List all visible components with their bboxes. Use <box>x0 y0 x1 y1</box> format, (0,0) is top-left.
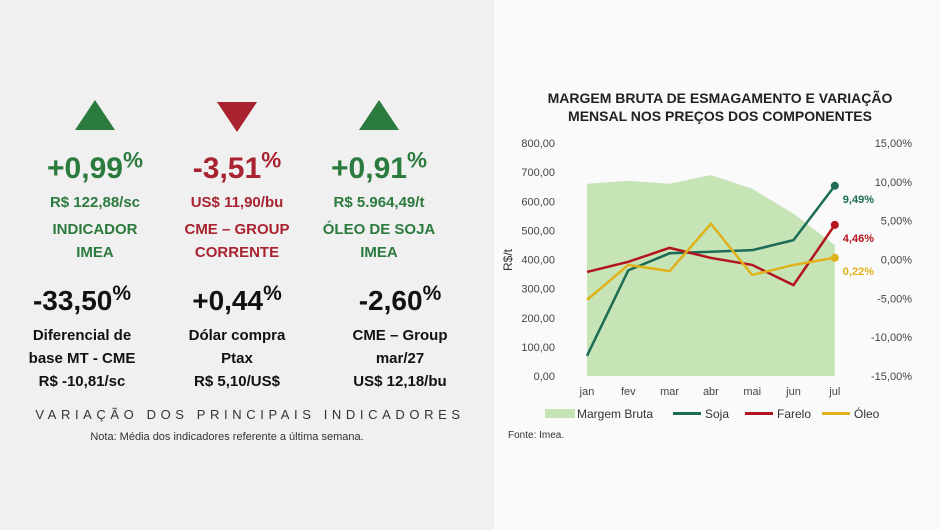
indicator-price: US$ 11,90/bu <box>191 194 284 211</box>
y-tick-label: 800,00 <box>521 138 555 150</box>
trend-arrow <box>217 102 257 132</box>
area <box>587 175 835 376</box>
value: +0,91 <box>331 152 407 185</box>
y2-tick-label: 15,00% <box>875 138 913 150</box>
y-axis-label: R$/t <box>501 248 515 271</box>
trend-arrow <box>75 100 115 130</box>
indicator-value: +0,44% <box>192 282 282 316</box>
indicator-label: mar/27 <box>376 350 424 367</box>
value: -3,51 <box>193 152 261 185</box>
legend-label: Óleo <box>854 406 880 421</box>
unit: % <box>123 148 143 173</box>
x-tick-label: mar <box>660 386 679 398</box>
point <box>830 220 839 229</box>
indicator-label: CME – GROUP <box>184 221 289 238</box>
x-tick-label: jun <box>785 386 801 398</box>
legend-label: Farelo <box>777 407 811 421</box>
indicator-label: R$ 5,10/US$ <box>194 373 281 390</box>
line <box>586 221 836 301</box>
y-tick-label: 400,00 <box>521 255 555 267</box>
y2-tick-label: 0,00% <box>881 255 912 267</box>
indicator-label: ÓLEO DE SOJA <box>323 220 436 238</box>
point <box>830 181 839 190</box>
chart-title: MENSAL NOS PREÇOS DOS COMPONENTES <box>568 108 872 124</box>
value: +0,99 <box>47 152 123 185</box>
y-tick-label: 300,00 <box>521 284 555 296</box>
chart-title: MARGEM BRUTA DE ESMAGAMENTO E VARIAÇÃO <box>548 89 893 106</box>
indicator-label: CME – Group <box>352 327 447 344</box>
x-tick-label: abr <box>703 386 719 398</box>
y2-tick-label: -10,00% <box>871 332 912 344</box>
y-tick-label: 600,00 <box>521 196 555 208</box>
value: +0,44 <box>192 285 263 316</box>
indicator-label: IMEA <box>76 244 114 261</box>
y2-tick-label: -15,00% <box>871 371 912 383</box>
indicator-label: IMEA <box>360 244 398 261</box>
legend-label: Soja <box>705 407 729 421</box>
line <box>586 224 836 287</box>
line <box>585 185 836 357</box>
value: -2,60 <box>359 285 423 316</box>
indicator-label: Dólar compra <box>189 327 286 344</box>
indicator-value: -3,51% <box>193 148 281 186</box>
y2-tick-label: 10,00% <box>875 177 913 189</box>
indicator-value: +0,99% <box>47 148 143 186</box>
trend-arrow <box>359 100 399 130</box>
unit: % <box>423 282 442 305</box>
value-label: 0,22% <box>843 266 874 278</box>
indicator-price: R$ 122,88/sc <box>50 194 140 211</box>
indicator-value: -33,50% <box>33 282 131 316</box>
indicator-value: -2,60% <box>359 282 442 316</box>
x-tick-label: jul <box>828 386 840 398</box>
note: Nota: Média dos indicadores referente a … <box>90 431 363 443</box>
legend-label: Margem Bruta <box>577 407 653 421</box>
value-label: 4,46% <box>843 233 874 245</box>
indicator-label: INDICADOR <box>53 221 138 238</box>
x-tick-label: mai <box>743 386 761 398</box>
y-tick-label: 0,00 <box>534 371 555 383</box>
unit: % <box>112 282 131 305</box>
indicator-label: CORRENTE <box>195 244 279 261</box>
section-title: VARIAÇÃO DOS PRINCIPAIS INDICADORES <box>35 407 464 422</box>
y2-tick-label: 5,00% <box>881 216 912 228</box>
indicator-label: base MT - CME <box>29 350 136 367</box>
left-panel <box>0 0 494 530</box>
x-tick-label: fev <box>621 386 636 398</box>
source: Fonte: Imea. <box>508 430 564 441</box>
y-tick-label: 100,00 <box>521 342 555 354</box>
legend-swatch <box>545 409 575 418</box>
point <box>830 253 839 262</box>
value: -33,50 <box>33 285 112 316</box>
y2-tick-label: -5,00% <box>877 293 912 305</box>
unit: % <box>263 282 282 305</box>
indicator-label: Ptax <box>221 350 253 367</box>
indicator-price: R$ 5.964,49/t <box>334 194 425 211</box>
y-tick-label: 700,00 <box>521 167 555 179</box>
indicator-label: US$ 12,18/bu <box>353 373 446 390</box>
value-label: 9,49% <box>843 194 874 206</box>
y-tick-label: 200,00 <box>521 313 555 325</box>
indicator-label: R$ -10,81/sc <box>39 373 126 390</box>
indicator-value: +0,91% <box>331 148 427 186</box>
x-tick-label: jan <box>579 386 595 398</box>
indicator-label: Diferencial de <box>33 327 131 344</box>
y-tick-label: 500,00 <box>521 225 555 237</box>
unit: % <box>261 148 281 173</box>
unit: % <box>407 148 427 173</box>
